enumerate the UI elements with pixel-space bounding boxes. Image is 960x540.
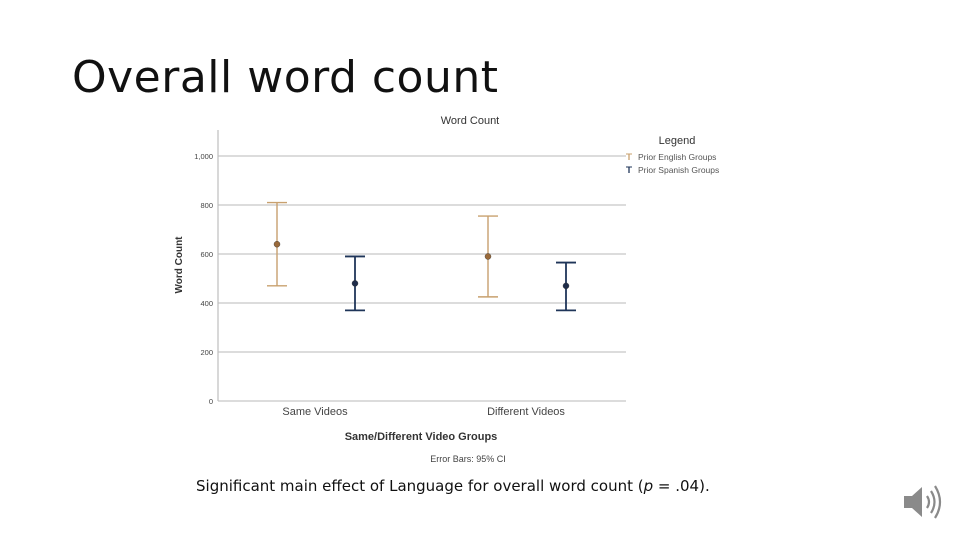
- slide-caption: Significant main effect of Language for …: [196, 477, 710, 495]
- y-tick-label: 200: [200, 348, 213, 357]
- data-point: [351, 280, 359, 287]
- y-tick-label: 1,000: [194, 152, 213, 161]
- x-tick-label: Same Videos: [282, 406, 348, 418]
- data-point: [562, 282, 570, 290]
- y-tick-label: 800: [200, 201, 213, 210]
- legend-title: Legend: [659, 135, 696, 147]
- data-point: [484, 253, 492, 260]
- legend-entry: Prior English Groups: [638, 152, 716, 162]
- y-tick-label: 600: [200, 250, 213, 259]
- y-tick-label: 400: [200, 299, 213, 308]
- legend-entry: Prior Spanish Groups: [638, 165, 719, 175]
- error-bar-note: Error Bars: 95% CI: [430, 454, 506, 464]
- y-axis-title: Word Count: [174, 236, 185, 294]
- caption-prefix: Significant main effect of Language for …: [196, 477, 644, 495]
- caption-stat-value: = .04).: [653, 477, 710, 495]
- chart-title: Word Count: [441, 115, 500, 127]
- slide-title: Overall word count: [72, 52, 499, 103]
- caption-stat-symbol: p: [643, 477, 654, 495]
- y-tick-label: 0: [209, 397, 213, 406]
- data-point: [273, 240, 281, 248]
- x-axis-title: Same/Different Video Groups: [345, 431, 498, 443]
- x-tick-label: Different Videos: [487, 406, 565, 418]
- speaker-icon[interactable]: [898, 478, 946, 526]
